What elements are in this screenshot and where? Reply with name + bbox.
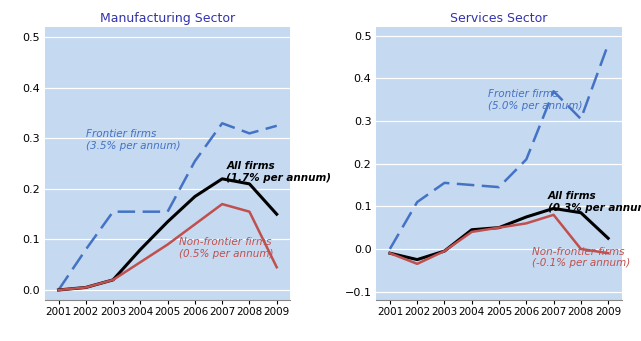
Text: All firms
(0.3% per annum): All firms (0.3% per annum) [548,191,641,213]
Text: Frontier firms
(3.5% per annum): Frontier firms (3.5% per annum) [86,130,180,151]
Text: Non-frontier firms
(0.5% per annum): Non-frontier firms (0.5% per annum) [179,237,273,258]
Title: Services Sector: Services Sector [451,12,547,25]
Text: Frontier firms
(5.0% per annum): Frontier firms (5.0% per annum) [488,89,583,111]
Title: Manufacturing Sector: Manufacturing Sector [100,12,235,25]
Text: Non-frontier firms
(-0.1% per annum): Non-frontier firms (-0.1% per annum) [532,247,630,268]
Text: All firms
(1.7% per annum): All firms (1.7% per annum) [226,161,331,183]
